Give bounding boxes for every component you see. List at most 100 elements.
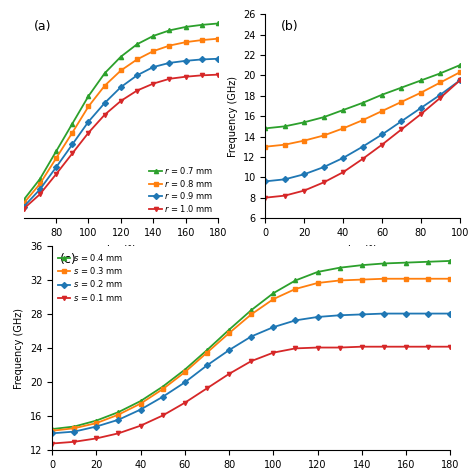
Line: $r$ = 0.8 mm: $r$ = 0.8 mm [22,36,220,205]
$r$ = 0.8 mm [53,155,59,161]
$s$ = 0.2 mm [226,347,232,353]
$r$ = 0.7 mm [37,176,43,182]
$s$ = 0.1 mm [381,344,387,349]
$r$ = 0.7 mm [183,24,189,30]
Text: (a): (a) [33,20,51,33]
$s$ = 0.4 mm [248,307,254,313]
$s$ = 0.1 mm [138,423,144,428]
Legend: $r$ = 0.7 mm, $r$ = 0.8 mm, $r$ = 0.9 mm, $r$ = 1.0 mm: $r$ = 0.7 mm, $r$ = 0.8 mm, $r$ = 0.9 mm… [149,165,214,214]
$r$ = 0.8 mm [69,130,75,136]
$s$ = 0.4 mm [226,327,232,333]
$s$ = 0.2 mm [337,312,343,318]
$s$ = 0.3 mm [226,330,232,336]
$s$ = 0.3 mm [425,276,431,282]
$s$ = 0.4 mm [315,269,320,275]
$s$ = 0.1 mm [182,400,188,406]
$r$ = 0.7 mm [86,93,91,99]
$r$ = 0.9 mm [150,64,156,70]
$s$ = 0.1 mm [72,439,77,445]
$s$ = 0.1 mm [447,344,453,349]
$r$ = 1.0 mm [69,151,75,156]
$s$ = 0.2 mm [292,318,298,323]
Line: $r$ = 1.0 mm: $r$ = 1.0 mm [22,73,220,211]
$s$ = 0.4 mm [116,409,121,415]
$r$ = 0.7 mm [199,22,205,27]
$s$ = 0.3 mm [248,311,254,317]
$s$ = 0.2 mm [403,311,409,317]
$r$ = 0.7 mm [134,41,140,47]
$s$ = 0.3 mm [337,278,343,283]
$s$ = 0.1 mm [425,344,431,349]
$r$ = 0.7 mm [102,71,108,76]
$s$ = 0.2 mm [381,311,387,317]
$s$ = 0.1 mm [359,344,365,349]
$r$ = 0.9 mm [102,100,108,106]
$r$ = 1.0 mm [118,98,124,104]
$s$ = 0.1 mm [204,385,210,391]
$r$ = 0.8 mm [199,37,205,43]
$s$ = 0.4 mm [337,265,343,271]
$r$ = 1.0 mm [166,76,172,82]
$s$ = 0.3 mm [359,277,365,283]
$s$ = 0.4 mm [425,259,431,264]
$r$ = 1.0 mm [199,73,205,78]
$s$ = 0.4 mm [182,367,188,373]
$r$ = 0.7 mm [215,21,221,27]
$r$ = 0.8 mm [102,83,108,89]
$r$ = 0.8 mm [86,104,91,109]
$s$ = 0.1 mm [315,345,320,350]
$s$ = 0.2 mm [93,424,99,429]
$s$ = 0.1 mm [160,413,165,419]
$s$ = 0.4 mm [271,291,276,296]
$s$ = 0.3 mm [381,276,387,282]
$r$ = 0.7 mm [150,33,156,39]
$s$ = 0.4 mm [49,426,55,432]
$s$ = 0.3 mm [292,286,298,292]
$r$ = 0.9 mm [53,164,59,170]
X-axis label: $kp$ (°): $kp$ (°) [105,243,137,257]
$s$ = 0.4 mm [93,418,99,423]
$r$ = 1.0 mm [215,72,221,77]
$r$ = 1.0 mm [37,191,43,197]
$r$ = 0.7 mm [166,27,172,33]
$r$ = 0.8 mm [37,181,43,187]
$s$ = 0.4 mm [381,261,387,266]
$r$ = 0.8 mm [150,48,156,54]
$r$ = 0.7 mm [69,121,75,127]
$r$ = 0.7 mm [53,148,59,154]
$r$ = 0.9 mm [215,56,221,62]
$s$ = 0.3 mm [271,296,276,302]
$s$ = 0.4 mm [403,260,409,265]
$s$ = 0.3 mm [447,276,453,282]
$s$ = 0.2 mm [182,380,188,385]
$r$ = 0.8 mm [183,39,189,45]
$s$ = 0.4 mm [447,258,453,264]
$r$ = 1.0 mm [102,112,108,118]
Text: (b): (b) [281,20,299,33]
X-axis label: $kp$ (°): $kp$ (°) [346,243,379,257]
$r$ = 0.9 mm [183,58,189,64]
$s$ = 0.2 mm [204,363,210,368]
$s$ = 0.2 mm [49,430,55,436]
$s$ = 0.3 mm [403,276,409,282]
$s$ = 0.2 mm [271,324,276,330]
$r$ = 0.8 mm [118,68,124,73]
$s$ = 0.1 mm [403,344,409,349]
$s$ = 0.3 mm [49,428,55,434]
$r$ = 0.7 mm [21,197,27,202]
$r$ = 0.9 mm [118,84,124,90]
$s$ = 0.4 mm [204,347,210,353]
Line: $s$ = 0.3 mm: $s$ = 0.3 mm [50,277,452,433]
$s$ = 0.4 mm [138,398,144,404]
$s$ = 0.3 mm [72,425,77,431]
$s$ = 0.4 mm [160,384,165,390]
$s$ = 0.1 mm [226,371,232,377]
$s$ = 0.4 mm [72,424,77,429]
Line: $s$ = 0.2 mm: $s$ = 0.2 mm [50,311,452,436]
$r$ = 0.9 mm [166,60,172,66]
$r$ = 0.9 mm [37,187,43,192]
$r$ = 1.0 mm [183,74,189,80]
Line: $r$ = 0.9 mm: $r$ = 0.9 mm [22,57,220,209]
$s$ = 0.1 mm [337,345,343,350]
$s$ = 0.3 mm [182,369,188,375]
